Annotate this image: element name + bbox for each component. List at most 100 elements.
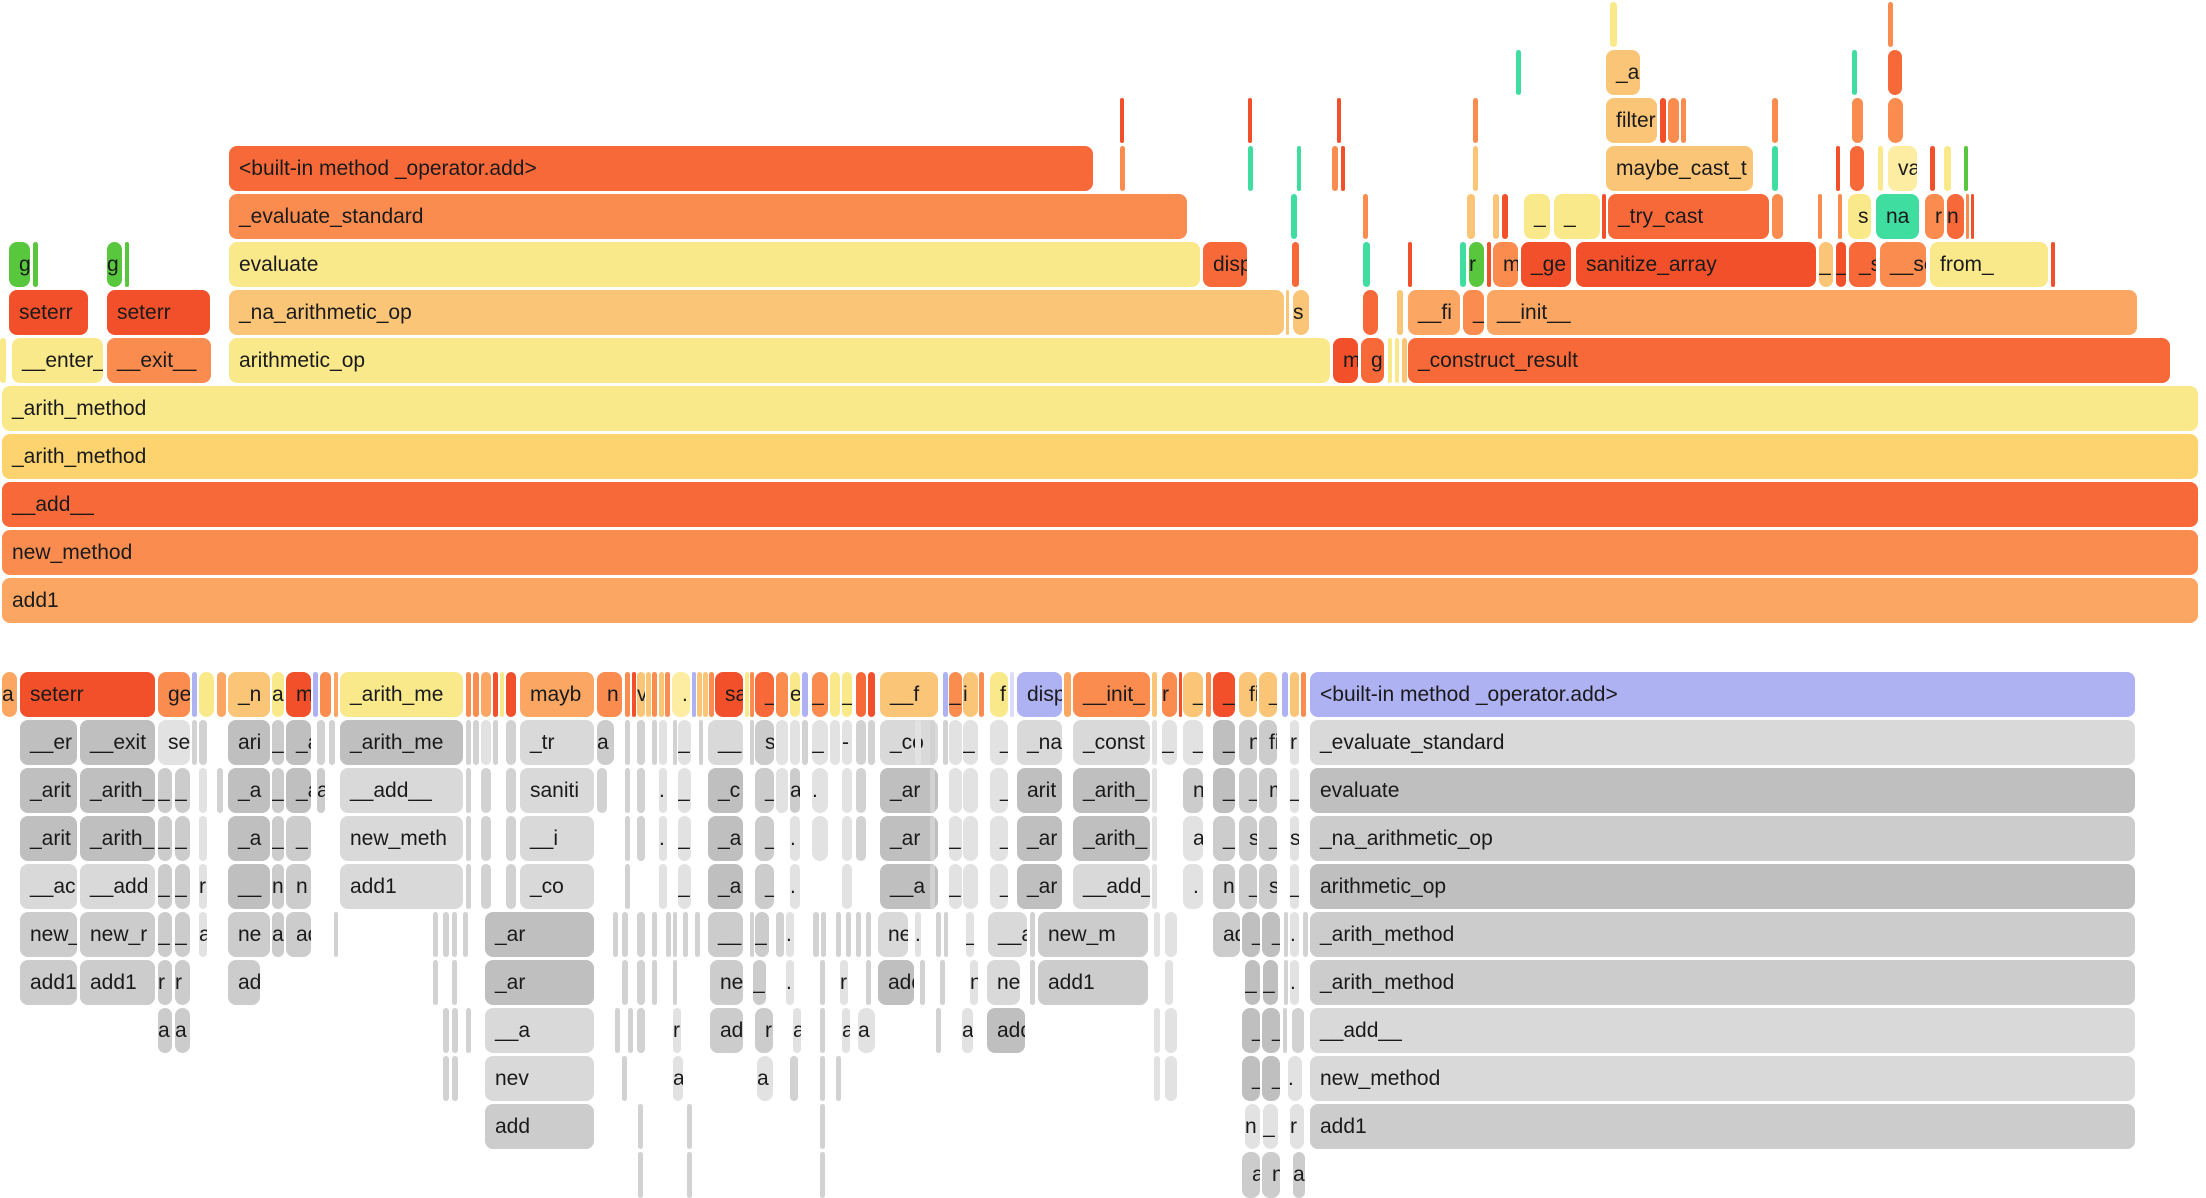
frame-c[interactable]: _c <box>708 768 743 813</box>
frame-sliver[interactable] <box>622 912 628 957</box>
frame-init[interactable]: __init_ <box>1073 672 1150 717</box>
frame-a[interactable]: a <box>842 1008 850 1053</box>
frame-arith-me[interactable]: _arith_me <box>340 720 463 765</box>
frame-sliver[interactable] <box>920 960 925 1005</box>
frame-[interactable]: . <box>1290 960 1299 1005</box>
frame-[interactable]: _ <box>272 816 284 861</box>
frame-r[interactable]: r <box>673 1008 681 1053</box>
frame-[interactable]: _ <box>755 864 774 909</box>
frame-sliver[interactable] <box>820 1008 825 1053</box>
frame-sliver[interactable] <box>673 960 677 1005</box>
frame-s[interactable]: s <box>1239 816 1257 861</box>
frame-[interactable]: _ <box>175 864 190 909</box>
frame-[interactable]: _ <box>1242 912 1260 957</box>
frame-sliver[interactable] <box>856 816 866 861</box>
frame-sliver[interactable] <box>481 672 491 717</box>
frame-sliver[interactable] <box>1337 98 1341 143</box>
frame-arith-method[interactable]: _arith_method <box>1310 960 2135 1005</box>
frame-fi[interactable]: __fi <box>1408 290 1460 335</box>
frame-add[interactable]: __add__ <box>340 768 463 813</box>
frame-sliver[interactable] <box>776 768 788 813</box>
frame-sliver[interactable] <box>1282 672 1288 717</box>
frame-sliver[interactable] <box>313 672 318 717</box>
frame-seterr[interactable]: seterr <box>9 290 88 335</box>
frame-[interactable]: . <box>812 768 828 813</box>
frame-[interactable]: _ <box>1524 194 1550 239</box>
frame-sliver[interactable] <box>638 1152 643 1198</box>
frame-sliver[interactable] <box>317 720 325 765</box>
frame-a[interactable]: _a <box>286 768 311 813</box>
frame-[interactable]: _ <box>812 672 828 717</box>
frame-sliver[interactable] <box>842 864 852 909</box>
frame-sliver[interactable] <box>452 1008 458 1053</box>
frame-ge[interactable]: _ge <box>1521 242 1571 287</box>
frame-sliver[interactable] <box>776 672 788 717</box>
frame-sliver[interactable] <box>1852 50 1857 95</box>
frame-sliver[interactable] <box>820 1056 825 1101</box>
frame-evaluate-standard[interactable]: _evaluate_standard <box>1310 720 2135 765</box>
frame-sliver[interactable] <box>1818 194 1822 239</box>
frame-[interactable]: __ <box>708 720 743 765</box>
frame-sliver[interactable] <box>481 816 491 861</box>
frame-add1[interactable]: add1 <box>1038 960 1148 1005</box>
frame-arith-method[interactable]: _arith_method <box>1310 912 2135 957</box>
frame-arit[interactable]: _arit <box>20 816 77 861</box>
frame-sliver[interactable] <box>320 672 331 717</box>
frame-const[interactable]: _const <box>1073 720 1150 765</box>
frame-r[interactable]: r <box>1469 242 1484 287</box>
frame-a[interactable]: a <box>597 720 614 765</box>
frame-sliver[interactable] <box>506 768 516 813</box>
frame-[interactable]: . <box>786 960 794 1005</box>
frame-add1[interactable]: add1 <box>2 578 2198 623</box>
frame-from[interactable]: from_ <box>1930 242 2048 287</box>
frame-[interactable]: _ <box>1162 720 1177 765</box>
frame-sa[interactable]: sa <box>715 672 743 717</box>
frame-sliver[interactable] <box>597 768 607 813</box>
frame-[interactable]: - <box>842 720 852 765</box>
frame-[interactable]: . <box>790 864 800 909</box>
frame-m[interactable]: m <box>1493 242 1518 287</box>
frame-ad[interactable]: ad <box>286 912 311 957</box>
frame-a[interactable]: a <box>317 768 325 813</box>
frame-sliver[interactable] <box>703 672 708 717</box>
frame-tr[interactable]: _tr <box>520 720 594 765</box>
frame-sliver[interactable] <box>1602 194 1606 239</box>
frame-sliver[interactable] <box>963 816 978 861</box>
frame-ne[interactable]: ne <box>710 960 743 1005</box>
frame-[interactable]: _ <box>1262 912 1280 957</box>
frame-sliver[interactable] <box>628 1008 633 1053</box>
frame-sliver[interactable] <box>1152 672 1157 717</box>
frame-sliver[interactable] <box>217 672 226 717</box>
frame-[interactable]: _ <box>1836 242 1846 287</box>
frame-mayb[interactable]: mayb <box>520 672 594 717</box>
frame-sliver[interactable] <box>1165 912 1177 957</box>
frame-[interactable]: . <box>672 672 690 717</box>
frame-sliver[interactable] <box>506 864 516 909</box>
frame-a[interactable]: _a <box>228 768 270 813</box>
frame-[interactable]: _ <box>1183 720 1203 765</box>
frame-[interactable]: _ <box>755 672 774 717</box>
frame-sliver[interactable] <box>745 672 749 717</box>
frame-sliver[interactable] <box>466 672 471 717</box>
frame-f[interactable]: f <box>990 672 1008 717</box>
frame-sliver[interactable] <box>842 816 852 861</box>
frame-na[interactable]: na <box>1876 194 1919 239</box>
frame-na-arithmetic-op[interactable]: _na_arithmetic_op <box>229 290 1284 335</box>
frame-ar[interactable]: _ar <box>1017 816 1062 861</box>
frame-sliver[interactable] <box>1363 290 1378 335</box>
frame-sliver[interactable] <box>443 912 449 957</box>
frame-sliver[interactable] <box>466 768 471 813</box>
frame-arith-method[interactable]: _arith_method <box>2 386 2198 431</box>
frame-sliver[interactable] <box>666 912 671 957</box>
frame-sliver[interactable] <box>915 720 921 765</box>
frame-sliver[interactable] <box>1152 864 1157 909</box>
frame-sliver[interactable] <box>659 864 667 909</box>
frame-sliver[interactable] <box>1165 960 1173 1005</box>
frame-sliver[interactable] <box>1301 672 1306 717</box>
frame-[interactable]: . <box>786 912 794 957</box>
frame-[interactable]: _ <box>1259 672 1277 717</box>
frame-ne[interactable]: ne <box>228 912 270 957</box>
frame-new-r[interactable]: new_r <box>80 912 155 957</box>
frame-sliver[interactable] <box>1402 338 1407 383</box>
frame-sliver[interactable] <box>125 242 129 287</box>
